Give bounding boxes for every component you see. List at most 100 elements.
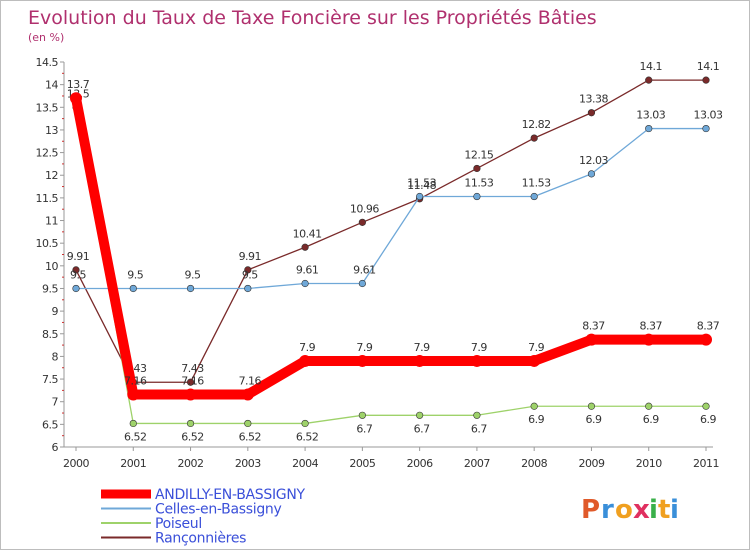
data-point — [585, 333, 598, 346]
data-label: 13.03 — [694, 109, 723, 122]
axes — [60, 61, 713, 451]
series-line — [75, 106, 707, 425]
data-point — [301, 419, 309, 428]
data-point — [127, 388, 140, 401]
data-point — [473, 192, 481, 201]
data-label: 6.9 — [700, 413, 716, 426]
data-point — [530, 192, 538, 201]
logo-letter: t — [658, 495, 670, 525]
series-celles-en-bassigny: 9.5 9.5 9.5 9.5 9.61 9.61 11.53 11.53 11.53 12.03… — [70, 109, 723, 293]
data-label: 11.53 — [522, 177, 551, 190]
data-label: 12.03 — [579, 154, 608, 167]
data-point — [413, 354, 426, 367]
data-point — [645, 124, 653, 133]
data-label: 9.61 — [353, 263, 376, 276]
data-label: 6.9 — [643, 413, 659, 426]
data-label: 10.96 — [350, 202, 379, 215]
data-point — [129, 284, 137, 293]
y-tick-labels: 6 6.5 7 7.5 8 8.5 9 9.5 10 10.5 11 11.5 12 12.5 13 13.5… — [36, 56, 60, 454]
logo-letter: i — [649, 495, 658, 525]
data-point — [299, 354, 312, 367]
y-tick-label: 13 — [45, 124, 58, 137]
data-point — [530, 402, 538, 410]
y-tick-label: 7.5 — [42, 373, 58, 386]
data-point — [702, 76, 710, 84]
data-point — [470, 354, 483, 367]
y-tick-label: 9.5 — [42, 282, 58, 295]
x-tick-label: 2004 — [292, 457, 318, 470]
data-label: 6.52 — [296, 430, 319, 443]
y-tick-label: 11 — [45, 215, 58, 228]
data-label: 7.16 — [181, 374, 204, 387]
y-tick-label: 11.5 — [36, 192, 59, 205]
x-tick-label: 2003 — [235, 457, 261, 470]
data-point — [530, 134, 538, 142]
data-point — [702, 124, 710, 133]
data-point — [528, 354, 541, 367]
y-tick-label: 12.5 — [36, 147, 59, 160]
y-tick-label: 6.5 — [42, 418, 58, 431]
data-point — [301, 279, 309, 288]
x-tick-label: 2009 — [578, 457, 604, 470]
data-label: 14.1 — [697, 60, 720, 73]
y-tick-label: 14.5 — [36, 56, 59, 69]
data-point — [587, 402, 596, 410]
data-label: 7.43 — [181, 362, 204, 375]
data-label: 12.82 — [522, 118, 551, 131]
data-point — [358, 411, 366, 419]
logo-letter: o — [615, 495, 633, 525]
logo-letter: r — [601, 495, 614, 525]
logo-letter: i — [670, 495, 679, 525]
series-layer: 9.917.43 7.439.9110.4110.9611.4812.1512.8… — [67, 60, 724, 443]
data-label: 6.9 — [585, 413, 601, 426]
data-label: 6.52 — [181, 430, 204, 443]
series-poiseul: 13.56.526.526.526.526.76.76.76.96.96.96.… — [67, 87, 717, 443]
x-tick-label: 2001 — [120, 457, 146, 470]
data-point — [301, 243, 309, 251]
data-point — [186, 284, 195, 293]
legend-label: ANDILLY-EN-BASSIGNY — [155, 487, 306, 503]
logo-letter: P — [581, 495, 600, 525]
y-tick-label: 6 — [52, 441, 59, 454]
data-label: 9.5 — [127, 268, 143, 281]
y-tick-label: 10.5 — [36, 237, 59, 250]
data-point — [358, 279, 366, 288]
data-label: 9.91 — [239, 250, 262, 263]
data-label: 11.48 — [407, 179, 436, 192]
data-label: 7.9 — [356, 341, 372, 354]
data-label: 13.38 — [579, 93, 608, 106]
data-label: 8.37 — [697, 320, 720, 333]
data-label: 9.61 — [296, 263, 319, 276]
data-label: 7.9 — [414, 341, 430, 354]
data-point — [642, 333, 655, 346]
data-point — [244, 266, 252, 274]
data-label: 6.7 — [414, 422, 430, 435]
data-point — [244, 284, 252, 293]
series-line — [75, 79, 707, 383]
data-point — [473, 411, 481, 419]
y-tick-label: 12 — [45, 169, 58, 182]
data-label: 9.91 — [67, 250, 90, 263]
x-tick-label: 2010 — [636, 457, 662, 470]
data-point — [72, 284, 80, 293]
data-point — [186, 419, 195, 428]
data-point — [72, 266, 80, 274]
chart-subtitle: (en %) — [28, 31, 64, 44]
data-label: 9.5 — [70, 268, 86, 281]
y-tick-label: 7 — [52, 396, 59, 409]
data-point — [70, 92, 82, 105]
data-label: 7.16 — [124, 374, 147, 387]
data-label: 7.9 — [299, 341, 315, 354]
data-label: 12.15 — [464, 148, 493, 161]
data-point — [244, 419, 252, 428]
legend-label: Poiseul — [155, 516, 202, 532]
data-label: 6.7 — [471, 422, 487, 435]
data-label: 11.53 — [407, 177, 436, 190]
data-point — [186, 378, 195, 386]
x-tick-label: 2005 — [349, 457, 375, 470]
data-label: 8.37 — [582, 320, 605, 333]
series-ranconnieres: 9.917.43 7.439.9110.4110.9611.4812.1512.8… — [67, 60, 720, 386]
data-label: 10.41 — [293, 227, 322, 240]
legend-label: Celles-en-Bassigny — [155, 502, 281, 518]
